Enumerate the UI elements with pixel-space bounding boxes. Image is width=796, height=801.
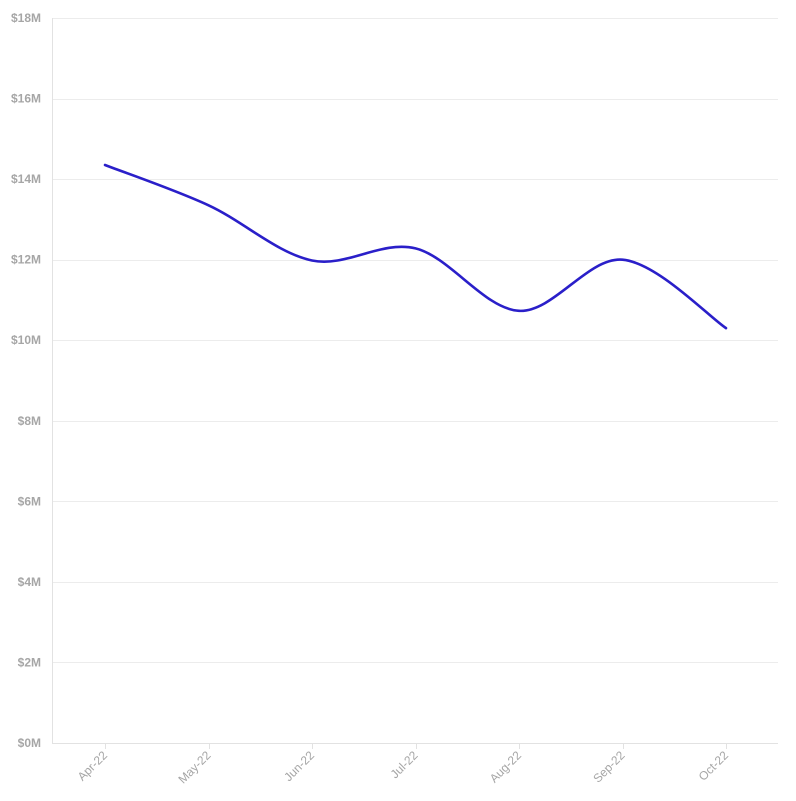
y-tick-label: $14M [11, 172, 41, 186]
y-tick-label: $12M [11, 253, 41, 267]
x-tick-label: Jun-22 [281, 748, 317, 784]
y-tick-label: $10M [11, 333, 41, 347]
y-axis-tick-labels: $0M $2M $4M $6M $8M $10M $12M $14M $16M $18M [11, 11, 41, 750]
x-tick-label: May-22 [175, 748, 213, 786]
y-tick-label: $2M [18, 655, 41, 669]
x-tick-label: Oct-22 [696, 748, 732, 784]
x-tick-label: Sep-22 [590, 748, 627, 785]
series-line [103, 163, 728, 330]
axes [52, 18, 778, 749]
x-tick-label: Jul-22 [388, 748, 421, 781]
x-axis-tick-labels: Apr-22 May-22 Jun-22 Jul-22 Aug-22 Sep-22 Oct-… [75, 748, 732, 786]
y-tick-label: $16M [11, 92, 41, 106]
grid-lines [52, 18, 778, 663]
y-tick-label: $0M [18, 736, 41, 750]
y-tick-label: $6M [18, 494, 41, 508]
x-tick-label: Apr-22 [75, 748, 111, 784]
y-tick-label: $4M [18, 575, 41, 589]
y-tick-label: $8M [18, 414, 41, 428]
y-tick-label: $18M [11, 11, 41, 25]
series-lines [103, 163, 728, 330]
x-tick-label: Aug-22 [487, 748, 524, 785]
